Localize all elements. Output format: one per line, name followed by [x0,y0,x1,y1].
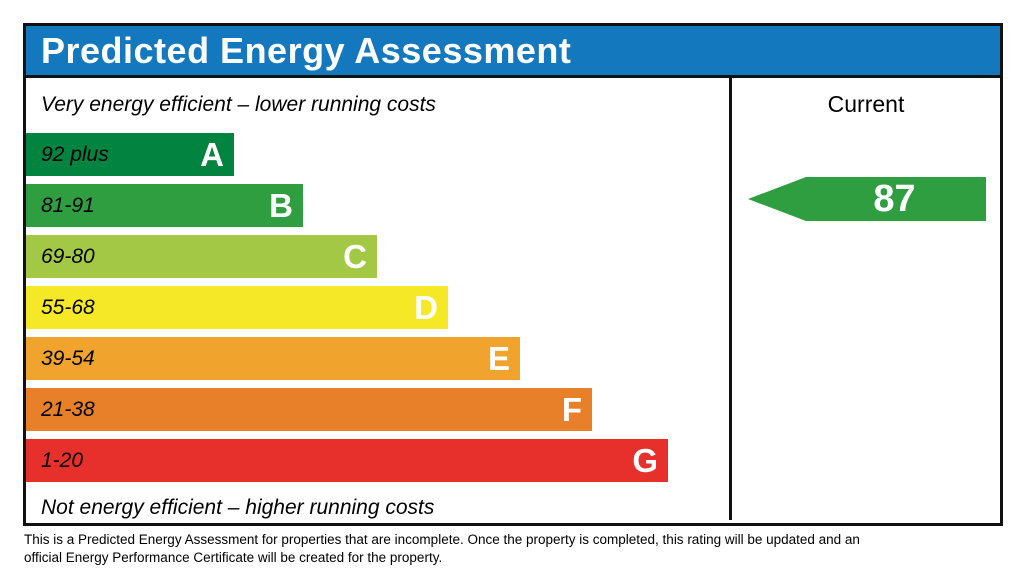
current-rating-arrow: 87 [748,177,986,221]
epc-chart-frame: Predicted Energy Assessment Very energy … [23,23,1003,526]
epc-band-row-g: 1-20 G [26,439,668,482]
epc-band-row-e: 39-54 E [26,337,520,380]
band-grade-letter: E [487,340,510,377]
band-grade-letter: C [343,238,367,275]
epc-band-row-b: 81-91 B [26,184,303,227]
band-range-label: 21-38 [41,397,95,421]
band-grade-letter: B [269,187,293,224]
bottom-efficiency-label: Not energy efficient – higher running co… [41,496,435,519]
band-grade-letter: A [200,136,224,173]
band-grade-letter: F [561,391,582,428]
current-column-header: Current [827,91,905,117]
current-rating-value: 87 [873,178,916,220]
epc-band-chart: Very energy efficient – lower running co… [26,78,732,520]
page-title: Predicted Energy Assessment [41,29,572,71]
band-range-label: 92 plus [41,142,109,166]
band-range-label: 1-20 [41,448,84,472]
disclaimer-text: This is a Predicted Energy Assessment fo… [24,531,860,567]
epc-band-row-d: 55-68 D [26,286,448,329]
current-rating-column: Current 87 [732,78,1000,520]
band-range-label: 81-91 [41,193,95,217]
disclaimer-line-1: This is a Predicted Energy Assessment fo… [24,532,860,547]
epc-band-row-f: 21-38 F [26,388,592,431]
chart-header: Predicted Energy Assessment [26,26,1000,78]
epc-band-row-a: 92 plus A [26,133,234,176]
epc-bands: 92 plus A 81-91 B 69-80 C 55-68 D 39-54 E 21-38 F 1-… [26,133,729,482]
epc-band-row-c: 69-80 C [26,235,377,278]
top-efficiency-label: Very energy efficient – lower running co… [41,93,436,116]
chart-body: Very energy efficient – lower running co… [26,78,1000,520]
band-grade-letter: D [414,289,438,326]
band-range-label: 39-54 [41,346,95,370]
band-range-label: 55-68 [41,295,95,319]
band-range-label: 69-80 [41,244,95,268]
band-grade-letter: G [632,442,658,479]
disclaimer-line-2: official Energy Performance Certificate … [24,550,443,565]
